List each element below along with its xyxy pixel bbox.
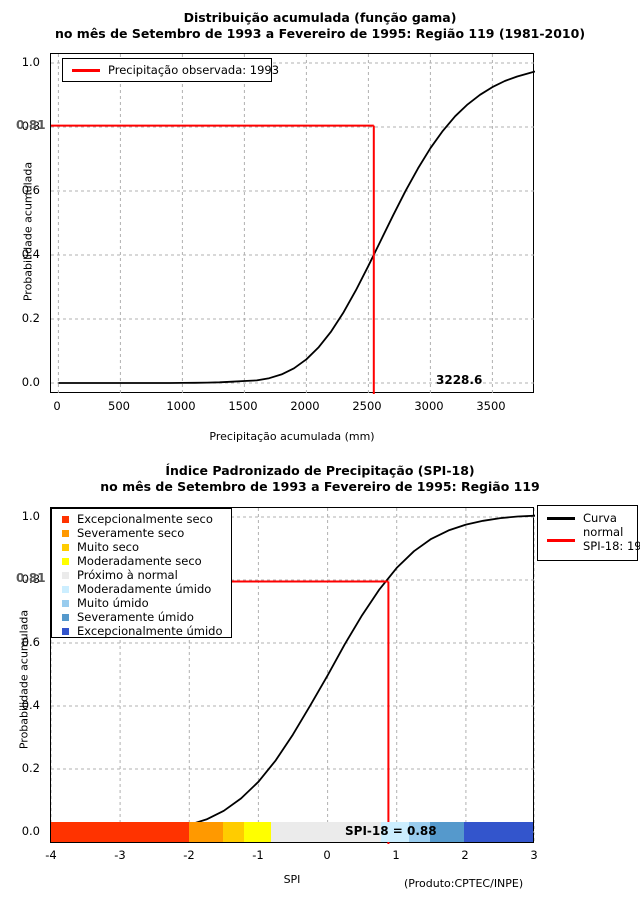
legend-item-label: Moderadamente seco bbox=[77, 554, 202, 568]
bottom-chart-title-line1: Índice Padronizado de Precipitação (SPI-… bbox=[165, 463, 475, 478]
bottom-xtick-4: -1 bbox=[252, 848, 264, 862]
spi-value-label: SPI-18 = 0.88 bbox=[345, 824, 437, 838]
top-chart-legend-row: Precipitação observada: 1993 bbox=[63, 59, 279, 81]
square-icon bbox=[62, 627, 69, 635]
legend-item-moderadamente-umido: Moderadamente úmido bbox=[52, 582, 231, 596]
bottom-xtick-7: 2 bbox=[461, 848, 469, 862]
legend-item-label: Severamente seco bbox=[77, 526, 185, 540]
top-chart-probability-annotation: 0.81 bbox=[16, 118, 46, 132]
top-xtick-1: 0 bbox=[53, 399, 61, 413]
colorbar-segment-moderadamente-seco bbox=[243, 822, 272, 842]
top-chart-title-line2: no mês de Setembro de 1993 a Fevereiro d… bbox=[54, 26, 586, 41]
legend-entry-curva-normal: Curva normal bbox=[538, 511, 637, 539]
legend-entry-curva-label: Curva bbox=[583, 511, 617, 525]
legend-item-moderadamente-seco: Moderadamente seco bbox=[52, 554, 231, 568]
colorbar-segment-severamente-umido bbox=[429, 822, 465, 842]
bottom-chart-probability-annotation: 0.81 bbox=[16, 571, 46, 585]
top-ytick-1: 1.0 bbox=[21, 55, 40, 69]
legend-entry-spi18-label: SPI-18: 1993 bbox=[583, 539, 640, 553]
bottom-xtick-2: -3 bbox=[114, 848, 126, 862]
bottom-ytick-5: 0.2 bbox=[21, 761, 40, 775]
bottom-xtick-3: -2 bbox=[183, 848, 195, 862]
bottom-ytick-3: 0.6 bbox=[21, 635, 40, 649]
bottom-xtick-8: 3 bbox=[530, 848, 538, 862]
legend-item-label: Próximo à normal bbox=[77, 568, 178, 582]
top-xtick-6: 2500 bbox=[352, 399, 382, 413]
square-icon bbox=[62, 529, 69, 537]
colorbar-segment-severamente-seco bbox=[188, 822, 224, 842]
legend-item-excepcionalmente-umido: Excepcionalmente úmido bbox=[52, 624, 231, 638]
top-ytick-5: 0.2 bbox=[21, 311, 40, 325]
bottom-ytick-4: 0.4 bbox=[21, 698, 40, 712]
red-line-icon bbox=[72, 68, 100, 72]
legend-item-muito-umido: Muito úmido bbox=[52, 596, 231, 610]
top-chart-plot-area bbox=[50, 53, 535, 394]
square-icon bbox=[62, 557, 69, 565]
top-chart-title-line1: Distribuição acumulada (função gama) bbox=[183, 10, 457, 25]
top-xtick-4: 1500 bbox=[228, 399, 258, 413]
top-chart-precip-annotation: 3228.6 bbox=[436, 373, 483, 387]
colorbar-segment-excepcionalmente-seco bbox=[51, 822, 189, 842]
legend-item-proximo-a-normal: Próximo à normal bbox=[52, 568, 231, 582]
square-icon bbox=[62, 585, 69, 593]
product-credit: (Produto:CPTEC/INPE) bbox=[404, 877, 524, 890]
colorbar-segment-moderadamente-umido bbox=[381, 822, 409, 842]
spi-cdf-chart-panel: Índice Padronizado de Precipitação (SPI-… bbox=[0, 455, 640, 900]
legend-item-label: Excepcionalmente seco bbox=[77, 512, 213, 526]
legend-entry-spi18: SPI-18: 1993 bbox=[538, 539, 640, 553]
top-chart-curve bbox=[58, 70, 535, 384]
top-chart-legend-label: Precipitação observada: 1993 bbox=[108, 63, 280, 77]
bottom-xtick-1: -4 bbox=[45, 848, 57, 862]
square-icon bbox=[62, 515, 69, 523]
legend-item-severamente-umido: Severamente úmido bbox=[52, 610, 231, 624]
legend-item-label: Moderadamente úmido bbox=[77, 582, 212, 596]
top-chart-legend: Precipitação observada: 1993 bbox=[62, 58, 279, 82]
top-chart-x-axis-label: Precipitação acumulada (mm) bbox=[209, 430, 375, 443]
legend-entry-normal-label: normal bbox=[583, 525, 624, 539]
legend-item-label: Muito úmido bbox=[77, 596, 149, 610]
legend-item-label: Excepcionalmente úmido bbox=[77, 624, 223, 638]
colorbar-segment-proximo-a-normal bbox=[271, 822, 382, 842]
bottom-ytick-1: 1.0 bbox=[21, 509, 40, 523]
bottom-ytick-2: 0.8 bbox=[21, 572, 40, 586]
square-icon bbox=[62, 571, 69, 579]
top-xtick-8: 3500 bbox=[476, 399, 506, 413]
bottom-xtick-6: 1 bbox=[392, 848, 400, 862]
top-chart-y-axis-label: Probabilidade acumulada bbox=[21, 161, 35, 302]
red-line-icon bbox=[547, 539, 575, 542]
spi-category-colorbar bbox=[51, 822, 533, 842]
colorbar-segment-muito-seco bbox=[223, 822, 244, 842]
colorbar-segment-excepcionalmente-umido bbox=[464, 822, 533, 842]
bottom-chart-x-axis-label: SPI bbox=[283, 873, 301, 886]
colorbar-segment-muito-umido bbox=[408, 822, 430, 842]
square-icon bbox=[62, 613, 69, 621]
top-xtick-2: 500 bbox=[108, 399, 130, 413]
gamma-cdf-chart-panel: Distribuição acumulada (função gama) no … bbox=[16, 10, 586, 443]
top-xtick-7: 3000 bbox=[414, 399, 444, 413]
square-icon bbox=[62, 543, 69, 551]
square-icon bbox=[62, 599, 69, 607]
legend-item-excepcionalmente-seco: Excepcionalmente seco bbox=[52, 512, 231, 526]
top-xtick-5: 2000 bbox=[290, 399, 320, 413]
bottom-chart-title-line2: no mês de Setembro de 1993 a Fevereiro d… bbox=[100, 479, 540, 494]
top-ytick-3: 0.6 bbox=[21, 183, 40, 197]
top-chart-svg bbox=[51, 54, 535, 394]
legend-item-severamente-seco: Severamente seco bbox=[52, 526, 231, 540]
bottom-chart-y-axis-label: Probabilidade acumulada bbox=[17, 609, 31, 750]
spi-category-legend: Excepcionalmente seco Severamente seco M… bbox=[51, 508, 232, 638]
top-ytick-6: 0.0 bbox=[21, 375, 40, 389]
legend-item-label: Severamente úmido bbox=[77, 610, 194, 624]
bottom-ytick-6: 0.0 bbox=[21, 824, 40, 838]
bottom-xtick-5: 0 bbox=[323, 848, 331, 862]
bottom-chart-legend: Curva normal SPI-18: 1993 bbox=[537, 505, 640, 561]
top-xtick-3: 1000 bbox=[166, 399, 196, 413]
top-ytick-2: 0.8 bbox=[21, 119, 40, 133]
legend-item-label: Muito seco bbox=[77, 540, 140, 554]
top-ytick-4: 0.4 bbox=[21, 247, 40, 261]
legend-item-muito-seco: Muito seco bbox=[52, 540, 231, 554]
black-line-icon bbox=[547, 517, 575, 520]
